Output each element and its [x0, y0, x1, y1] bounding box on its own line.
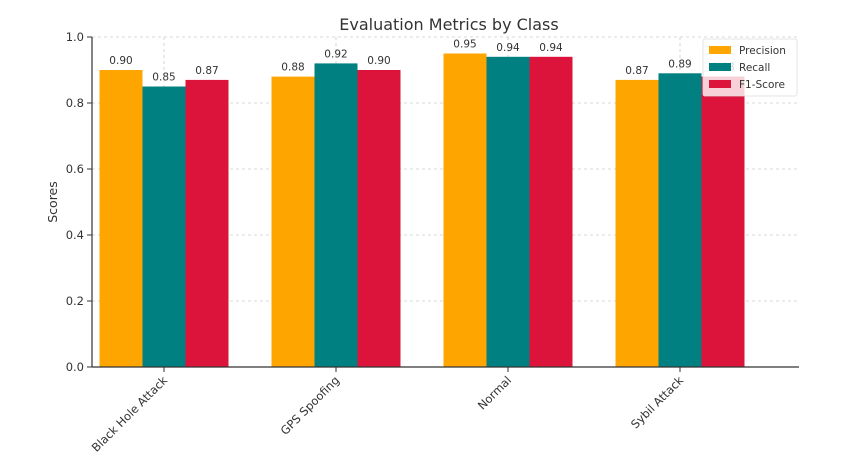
chart-title: Evaluation Metrics by Class — [339, 15, 558, 34]
x-tick-label: Normal — [475, 373, 514, 412]
bar-value-label: 0.87 — [625, 65, 648, 77]
bar-value-label: 0.88 — [281, 62, 304, 74]
bar — [529, 56, 573, 368]
bar — [658, 73, 702, 368]
legend-swatch — [709, 80, 731, 88]
data-labels: 0.90 0.85 0.87 0.88 0.92 0.90 0.95 0.94 0.94 0.87… — [109, 39, 734, 84]
bar-value-label: 0.90 — [367, 55, 390, 67]
y-axis-label: Scores — [45, 181, 60, 223]
bar — [314, 63, 358, 368]
bar-value-label: 0.87 — [195, 65, 218, 77]
bar-value-label: 0.95 — [453, 39, 476, 51]
legend-swatch — [709, 63, 731, 71]
y-tick-label: 0.4 — [66, 228, 84, 242]
bar — [142, 86, 186, 367]
legend-label: F1-Score — [739, 79, 785, 91]
bar — [99, 70, 143, 367]
legend-label: Recall — [739, 62, 770, 74]
legend: Precision Recall F1-Score — [702, 38, 798, 97]
legend-swatch — [709, 46, 731, 54]
y-tick-label: 0.6 — [66, 162, 84, 176]
bar-value-label: 0.89 — [668, 58, 691, 70]
bar — [486, 56, 530, 368]
y-tick-label: 0.2 — [66, 294, 84, 308]
legend-label: Precision — [739, 45, 786, 57]
bar — [185, 79, 229, 368]
bar-value-label: 0.92 — [324, 48, 347, 60]
y-tick-label: 0.8 — [66, 96, 84, 110]
bar-value-label: 0.94 — [539, 42, 563, 54]
bar — [615, 79, 659, 368]
bar — [271, 76, 315, 367]
bar — [701, 76, 745, 367]
bar-value-label: 0.94 — [496, 42, 520, 54]
bar — [357, 70, 401, 367]
bar — [443, 53, 487, 367]
bar-value-label: 0.85 — [152, 72, 175, 84]
x-tick-label: GPS Spoofing — [278, 373, 343, 438]
y-tick-label: 0.0 — [66, 360, 84, 374]
y-tick-label: 1.0 — [66, 30, 84, 44]
x-tick-label: Sybil Attack — [628, 373, 686, 431]
x-tick-label: Black Hole Attack — [89, 373, 171, 455]
bars — [99, 53, 745, 368]
bar-value-label: 0.90 — [109, 55, 132, 67]
